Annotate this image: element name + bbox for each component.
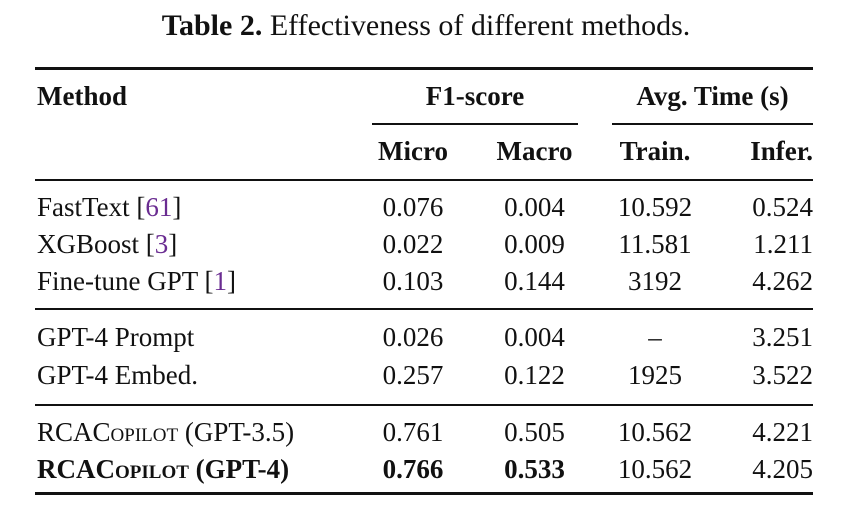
method-name-prefix: RCA (37, 454, 96, 484)
header-train: Train. (619, 136, 691, 166)
method-name-smallcaps: Copilot (95, 454, 189, 484)
method-name-suffix: (GPT-4) (188, 454, 290, 484)
cell-train: 3192 (628, 266, 682, 296)
bottom-rule (35, 492, 813, 495)
cell-micro: 0.026 (382, 322, 444, 352)
cell-infer: 4.205 (752, 454, 813, 484)
citation-number[interactable]: 1 (213, 266, 228, 296)
citation[interactable]: [3] (145, 229, 178, 259)
cell-macro: 0.505 (504, 417, 565, 447)
f1-group-rule (372, 123, 578, 125)
cell-micro: 0.257 (382, 360, 444, 390)
cell-train: 11.581 (618, 229, 692, 259)
header-macro: Macro (496, 136, 573, 166)
row-method-gpt4-prompt: GPT-4 Prompt (37, 322, 195, 352)
method-name-smallcaps: Copilot (92, 417, 179, 447)
row-method-gpt4-embed: GPT-4 Embed. (37, 360, 198, 390)
header-method: Method (37, 81, 127, 111)
cell-train: – (648, 322, 662, 352)
header-f1-group: F1-score (425, 81, 525, 111)
header-micro: Micro (378, 136, 448, 166)
cell-infer: 4.262 (752, 266, 813, 296)
cell-train: 10.562 (617, 417, 693, 447)
group1-bottom-rule (35, 308, 813, 310)
caption-label: Table 2. (161, 9, 263, 42)
cell-infer: 0.524 (752, 192, 813, 222)
header-bottom-rule (35, 179, 813, 181)
cell-train: 10.562 (617, 454, 693, 484)
cell-infer: 1.211 (753, 229, 813, 259)
cell-macro: 0.004 (504, 322, 565, 352)
table-caption: Table 2. Effectiveness of different meth… (0, 6, 852, 46)
cell-macro: 0.004 (504, 192, 565, 222)
method-name-suffix: (GPT-3.5) (178, 417, 295, 447)
cell-micro: 0.076 (382, 192, 444, 222)
row-method-rcacopilot-gpt35: RCACopilot (GPT-3.5) (37, 415, 294, 449)
method-name: Fine-tune GPT (37, 266, 198, 296)
cell-infer: 3.251 (752, 322, 813, 352)
citation[interactable]: [1] (204, 266, 237, 296)
header-time-group: Avg. Time (s) (636, 81, 789, 111)
method-name: XGBoost (37, 229, 140, 259)
cell-infer: 3.522 (752, 360, 813, 390)
citation[interactable]: [61] (136, 192, 182, 222)
method-name: FastText (37, 192, 130, 222)
row-method-rcacopilot-gpt4: RCACopilot (GPT-4) (37, 452, 289, 486)
cell-train: 1925 (628, 360, 682, 390)
row-method-xgboost: XGBoost [3] (37, 227, 177, 261)
cell-micro: 0.022 (382, 229, 444, 259)
cell-train: 10.592 (617, 192, 693, 222)
row-method-fasttext: FastText [61] (37, 190, 181, 224)
method-name-prefix: RCA (37, 417, 93, 447)
cell-infer: 4.221 (752, 417, 813, 447)
cell-micro: 0.761 (382, 417, 444, 447)
caption-text: Effectiveness of different methods. (269, 9, 691, 42)
cell-macro: 0.009 (504, 229, 565, 259)
citation-number[interactable]: 61 (145, 192, 173, 222)
time-group-rule (612, 123, 813, 125)
row-method-finetune-gpt: Fine-tune GPT [1] (37, 264, 236, 298)
citation-number[interactable]: 3 (154, 229, 169, 259)
group2-bottom-rule (35, 404, 813, 406)
cell-micro: 0.766 (382, 454, 444, 484)
cell-macro: 0.533 (504, 454, 565, 484)
header-infer: Infer. (750, 136, 813, 166)
cell-macro: 0.122 (504, 360, 565, 390)
cell-micro: 0.103 (382, 266, 444, 296)
top-rule (35, 67, 813, 70)
cell-macro: 0.144 (504, 266, 565, 296)
